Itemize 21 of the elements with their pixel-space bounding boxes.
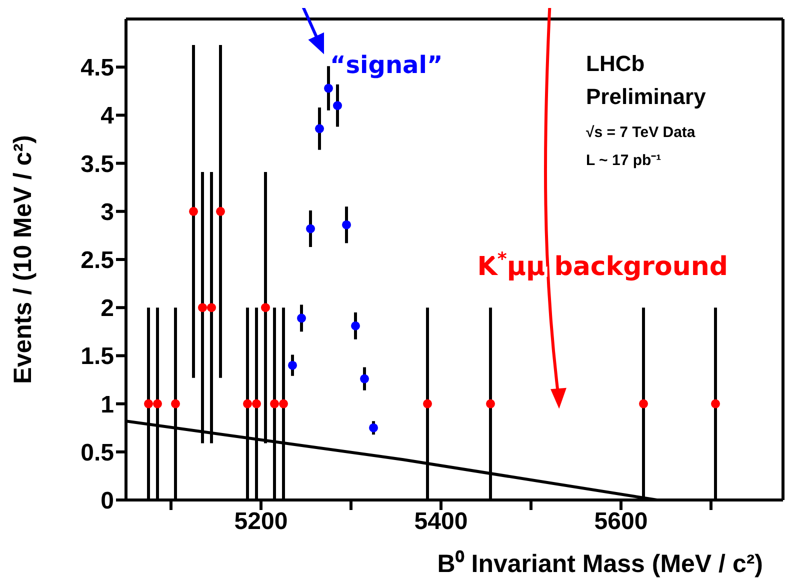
x-tick-label: 5400: [414, 508, 468, 536]
y-tick-label: 1.5: [80, 343, 114, 370]
y-tick-label: 4: [100, 102, 115, 130]
x-tick-label: 5600: [594, 508, 648, 536]
y-tick-label: 3.5: [80, 150, 114, 178]
y-tick-label: 4.5: [80, 54, 114, 82]
y-tick-label: 1: [100, 391, 114, 418]
annotation: Preliminary: [586, 84, 707, 109]
y-axis-title: Events / (10 MeV / c²): [8, 135, 37, 384]
y-tick-label: 0.5: [80, 439, 114, 466]
annotation: L ~ 17 pb⁻¹: [586, 152, 662, 169]
annotation: “signal”: [330, 51, 443, 79]
y-tick-label: 2.5: [80, 247, 114, 274]
annotation: LHCb: [586, 51, 645, 76]
y-tick-label: 0: [100, 488, 114, 515]
x-axis-title: B⁰ Invariant Mass (MeV / c²): [437, 550, 763, 578]
x-tick-label: 5200: [234, 508, 288, 536]
y-tick-label: 3: [100, 198, 114, 226]
annotation: K$^{*}$μμ background: [477, 248, 728, 282]
y-tick-label: 2: [100, 295, 114, 322]
annotation: √s = 7 TeV Data: [586, 124, 696, 141]
